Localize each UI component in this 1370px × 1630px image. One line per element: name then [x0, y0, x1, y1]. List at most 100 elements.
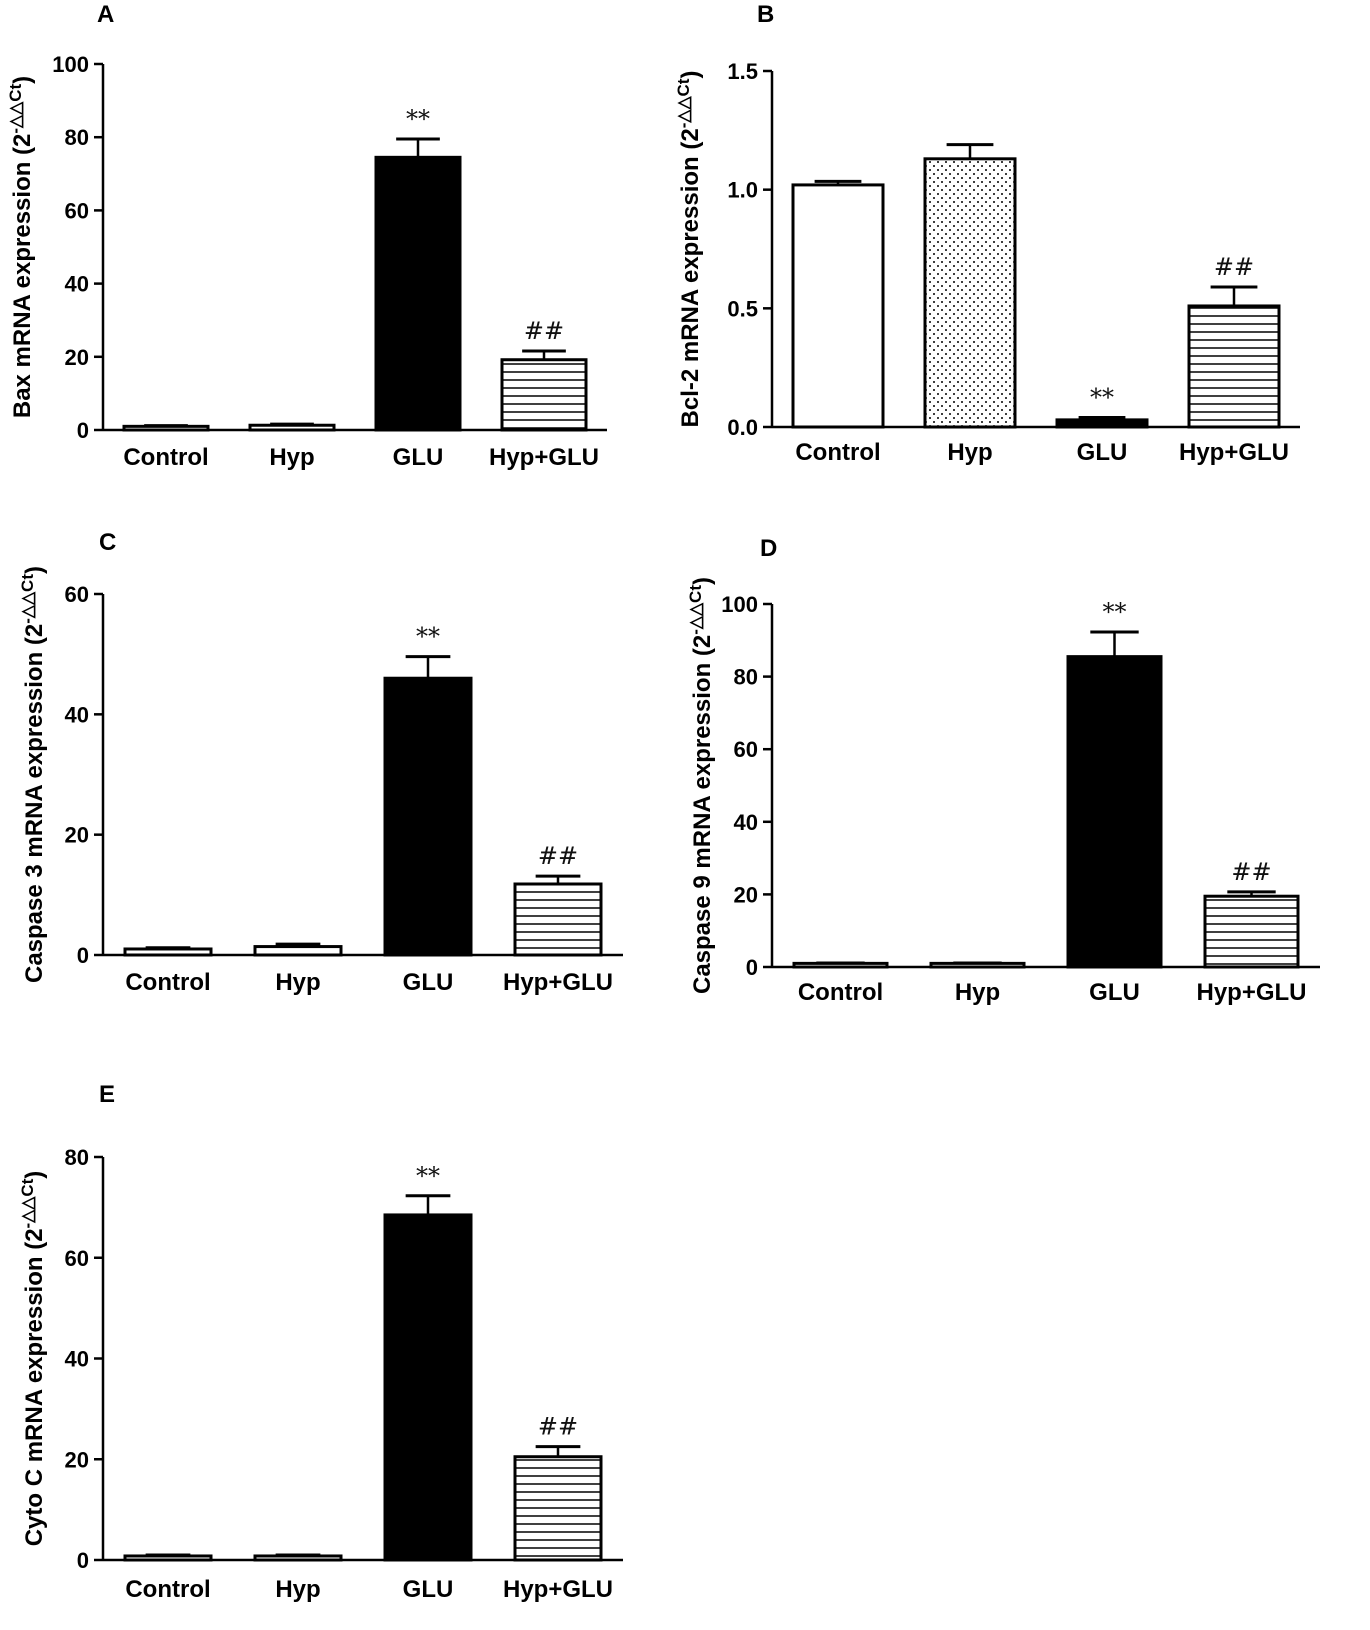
y-axis-title-close: ) — [21, 566, 48, 574]
bar — [923, 157, 1017, 429]
bar — [248, 423, 336, 432]
y-axis-title: Bcl-2 mRNA expression (2-△△Ct) — [674, 71, 704, 428]
panel-letter: E — [99, 1081, 115, 1108]
x-tick-label: Hyp — [275, 969, 320, 996]
bar — [513, 1455, 603, 1562]
chart-panel-a: A 0 20 40 60 80 100 Bax mRNA expression (2-△△Ct… — [6, 1, 607, 471]
y-tick-label: 60 — [65, 198, 89, 223]
bar — [123, 1554, 213, 1562]
y-tick-label: 80 — [734, 665, 758, 690]
y-tick-label: 40 — [734, 810, 758, 835]
y-tick-label: 1.5 — [727, 59, 758, 84]
bar — [1055, 418, 1149, 429]
chart-panel-e: E 0 20 40 60 80 Cyto C mRNA expression (2-△△Ct… — [18, 1081, 623, 1603]
y-axis-title-superscript: -△△Ct — [18, 1178, 37, 1228]
y-tick-label: 40 — [65, 1347, 89, 1372]
y-tick-label: 20 — [65, 823, 89, 848]
chart-panel-c: C 0 20 40 60 Caspase 3 mRNA expression (2-△△C… — [18, 529, 623, 996]
x-tick-label: GLU — [1077, 439, 1128, 466]
bar — [500, 358, 588, 432]
significance-label: ** — [1103, 598, 1127, 626]
x-tick-label: Hyp+GLU — [1179, 439, 1289, 466]
x-tick-label: GLU — [1089, 979, 1140, 1006]
significance-label: ** — [1090, 384, 1114, 412]
y-tick-label: 80 — [65, 1145, 89, 1170]
significance-label: ## — [538, 1413, 578, 1441]
y-axis-title-close: ) — [677, 71, 704, 79]
x-tick-label: GLU — [393, 444, 444, 471]
y-tick-label: 40 — [65, 272, 89, 297]
bar — [791, 183, 885, 429]
y-tick-label: 1.0 — [727, 178, 758, 203]
significance-label: ** — [416, 1162, 440, 1190]
y-tick-label: 20 — [734, 882, 758, 907]
y-tick-label: 0 — [77, 1548, 89, 1573]
y-axis-title-close: ) — [9, 76, 36, 84]
x-tick-label: GLU — [403, 969, 454, 996]
bar — [1066, 655, 1163, 969]
y-axis-title-superscript: -△△Ct — [686, 585, 705, 635]
y-tick-label: 100 — [721, 592, 758, 617]
y-axis-title: Caspase 3 mRNA expression (2-△△Ct) — [18, 566, 48, 983]
y-axis-title-main: Caspase 9 mRNA expression (2 — [689, 635, 716, 994]
y-tick-label: 20 — [65, 345, 89, 370]
y-tick-label: 100 — [52, 52, 89, 77]
x-tick-label: Control — [125, 969, 210, 996]
x-tick-label: Control — [795, 439, 880, 466]
x-tick-label: Hyp — [269, 444, 314, 471]
panel-letter: D — [760, 535, 777, 562]
bar — [1187, 304, 1281, 429]
x-tick-label: Hyp — [275, 1576, 320, 1603]
x-tick-label: Control — [123, 444, 208, 471]
y-axis-title: Cyto C mRNA expression (2-△△Ct) — [18, 1171, 48, 1547]
x-tick-label: Hyp — [947, 439, 992, 466]
significance-label: ** — [406, 105, 430, 133]
y-tick-label: 0.5 — [727, 296, 758, 321]
y-axis-title-superscript: -△△Ct — [674, 78, 693, 128]
x-tick-label: Hyp+GLU — [1196, 979, 1306, 1006]
x-tick-label: Hyp+GLU — [489, 444, 599, 471]
x-tick-label: Control — [798, 979, 883, 1006]
y-tick-label: 0 — [746, 955, 758, 980]
bar — [374, 155, 462, 432]
bar — [513, 882, 603, 957]
panel-letter: B — [757, 1, 774, 28]
x-tick-label: Hyp+GLU — [503, 1576, 613, 1603]
x-tick-label: Hyp — [955, 979, 1000, 1006]
y-tick-label: 80 — [65, 125, 89, 150]
chart-panel-b: B 0.0 0.5 1.0 1.5 Bcl-2 mRNA expression (2-△△… — [674, 1, 1300, 466]
significance-label: ** — [416, 623, 440, 651]
y-tick-label: 0.0 — [727, 415, 758, 440]
x-tick-label: GLU — [403, 1576, 454, 1603]
bar — [123, 947, 213, 957]
y-axis-title: Bax mRNA expression (2-△△Ct) — [6, 76, 36, 418]
y-axis-title-main: Bax mRNA expression (2 — [9, 134, 36, 419]
y-tick-label: 0 — [77, 418, 89, 443]
significance-label: ## — [538, 842, 578, 870]
y-tick-label: 60 — [65, 1246, 89, 1271]
y-axis-title-main: Bcl-2 mRNA expression (2 — [677, 128, 704, 427]
y-axis-title-superscript: -△△Ct — [18, 574, 37, 624]
x-tick-label: Hyp+GLU — [503, 969, 613, 996]
y-tick-label: 0 — [77, 943, 89, 968]
bar — [253, 1554, 343, 1562]
y-tick-label: 60 — [734, 737, 758, 762]
y-axis-title-close: ) — [21, 1171, 48, 1179]
bar — [253, 945, 343, 957]
panel-letter: C — [99, 529, 116, 556]
y-axis-title: Caspase 9 mRNA expression (2-△△Ct) — [686, 577, 716, 994]
significance-label: ## — [1231, 858, 1271, 886]
significance-label: ## — [1214, 253, 1254, 281]
y-tick-label: 20 — [65, 1447, 89, 1472]
y-axis-title-main: Cyto C mRNA expression (2 — [21, 1228, 48, 1546]
panel-letter: A — [97, 1, 114, 28]
x-tick-label: Control — [125, 1576, 210, 1603]
bar — [383, 1213, 473, 1562]
bar — [1203, 894, 1300, 969]
y-axis-title-superscript: -△△Ct — [6, 84, 25, 134]
significance-label: ## — [524, 317, 564, 345]
y-tick-label: 40 — [65, 702, 89, 727]
y-tick-label: 60 — [65, 582, 89, 607]
